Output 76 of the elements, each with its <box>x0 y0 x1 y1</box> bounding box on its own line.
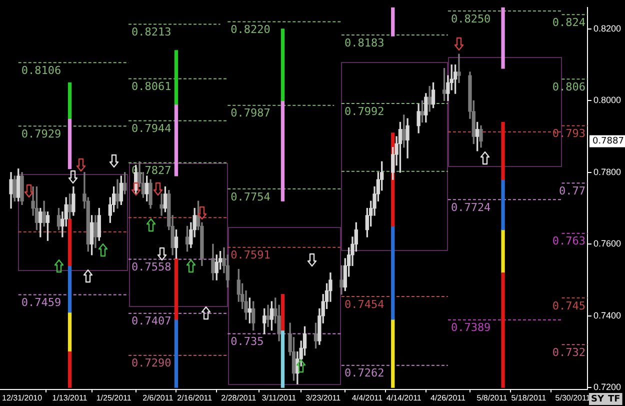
x-tick-label: 5/8/2011 <box>476 393 508 402</box>
series-label: 0.745 <box>552 299 586 312</box>
bar <box>501 122 505 180</box>
x-tick-label: 12/31/2010 <box>2 393 43 402</box>
series-label: 0.735 <box>230 335 264 348</box>
series-label: 0.732 <box>552 346 586 359</box>
series-label: 0.7992 <box>344 104 384 118</box>
text: TF <box>608 394 620 404</box>
bar <box>174 319 178 388</box>
annotation: 0.7887 <box>592 136 624 147</box>
series-label: 0.8250 <box>450 12 491 26</box>
text: SY <box>591 394 604 404</box>
x-tick-label: 4/4/2011 <box>352 393 383 402</box>
series-label: 0.7558 <box>132 260 172 274</box>
bar <box>280 330 285 388</box>
x-tick-label: 3/23/2011 <box>306 393 342 402</box>
y-tick-label: 0.7400 <box>593 310 622 320</box>
series-label: 0.7290 <box>132 356 172 370</box>
series-label: 0.8183 <box>344 36 384 50</box>
series-label: 0.7454 <box>344 298 385 311</box>
bar <box>68 351 72 388</box>
series-label: 0.8061 <box>132 80 172 94</box>
x-tick-label: 2/16/2011 <box>177 393 213 402</box>
series-label: 0.7944 <box>132 122 172 136</box>
series-label: 0.7459 <box>21 296 62 310</box>
series-label: 0.7407 <box>132 314 172 328</box>
series-label: 0.824 <box>552 16 586 29</box>
bar <box>174 50 178 105</box>
bar <box>501 7 505 69</box>
bar <box>68 118 72 170</box>
bar <box>280 294 285 331</box>
bar <box>68 218 72 266</box>
bar <box>501 272 505 388</box>
bar <box>68 265 72 313</box>
bar <box>174 104 178 176</box>
y-tick-label: 0.8000 <box>593 95 622 106</box>
series-label: 0.806 <box>552 80 586 94</box>
bar <box>501 229 505 274</box>
y-tick-label: 0.7800 <box>593 166 622 177</box>
x-tick-label: 1/13/2011 <box>52 393 88 402</box>
x-tick-label: 1/25/2011 <box>96 393 132 402</box>
bar <box>68 82 72 119</box>
y-tick-label: 0.8200 <box>593 23 622 34</box>
series-label: 0.7929 <box>21 127 62 140</box>
series-label: 0.7987 <box>230 106 270 120</box>
bar <box>174 258 178 320</box>
series-label: 0.7754 <box>230 190 271 204</box>
series-label: 0.8220 <box>230 23 270 36</box>
bar <box>68 312 72 352</box>
series-label: 0.7591 <box>230 248 270 262</box>
y-tick-label: 0.7200 <box>593 382 622 392</box>
x-tick-label: 4/26/2011 <box>430 393 466 402</box>
candlestick <box>160 194 164 216</box>
bar <box>280 100 285 202</box>
x-tick-label: 2/28/2011 <box>221 393 257 402</box>
bar <box>501 179 505 230</box>
candlestick <box>266 304 270 327</box>
bar <box>391 7 395 36</box>
series-label: 0.763 <box>552 234 586 248</box>
bar <box>280 28 285 101</box>
series-label: 0.7389 <box>450 321 491 334</box>
x-tick-label: 3/11/2011 <box>262 393 297 402</box>
series-label: 0.7262 <box>344 366 384 380</box>
bar <box>391 319 395 388</box>
x-tick-label: 4/14/2011 <box>386 393 422 402</box>
series-label: 0.8213 <box>132 26 172 39</box>
x-tick-label: 5/30/2011 <box>555 393 591 402</box>
x-tick-label: 2/6/2011 <box>142 393 174 402</box>
candlestick <box>457 54 461 84</box>
bar <box>391 226 395 320</box>
series-label: 0.8106 <box>21 64 62 77</box>
x-tick-label: 5/18/2011 <box>511 393 547 402</box>
series-label: 0.793 <box>552 127 586 140</box>
y-tick-label: 0.7600 <box>593 238 622 249</box>
series-label: 0.7724 <box>450 201 492 214</box>
series-label: 0.77 <box>558 184 586 198</box>
